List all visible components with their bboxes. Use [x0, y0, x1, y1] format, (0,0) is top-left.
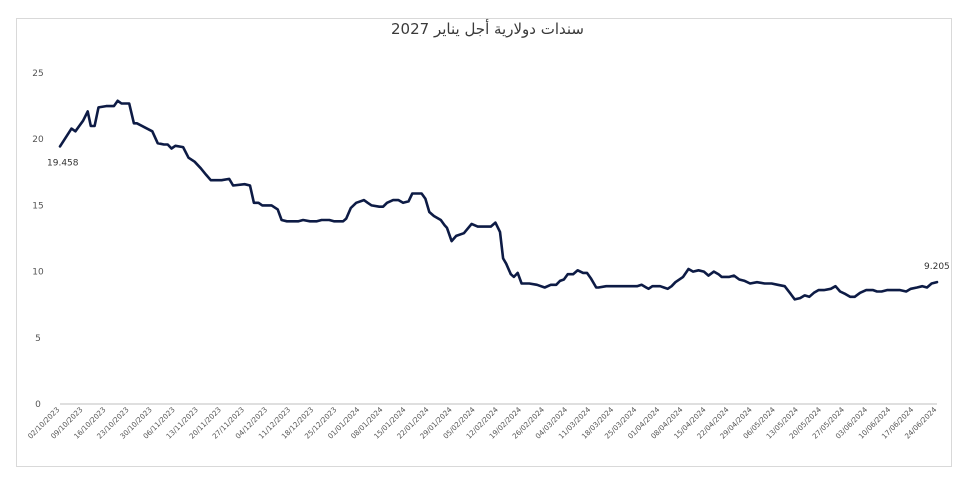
y-tick-label: 5: [35, 334, 41, 344]
y-tick-label: 0: [35, 400, 41, 410]
y-tick-label: 25: [32, 69, 43, 79]
y-tick-label: 20: [32, 135, 44, 145]
data-label-last: 9.205: [924, 262, 950, 272]
data-label-first: 19.458: [47, 158, 79, 168]
chart-title: سندات دولارية أجل يناير 2027: [391, 20, 584, 38]
y-tick-label: 10: [32, 268, 44, 278]
series-line: [58, 99, 939, 301]
y-tick-label: 15: [32, 201, 43, 211]
chart-frame: [16, 18, 952, 467]
